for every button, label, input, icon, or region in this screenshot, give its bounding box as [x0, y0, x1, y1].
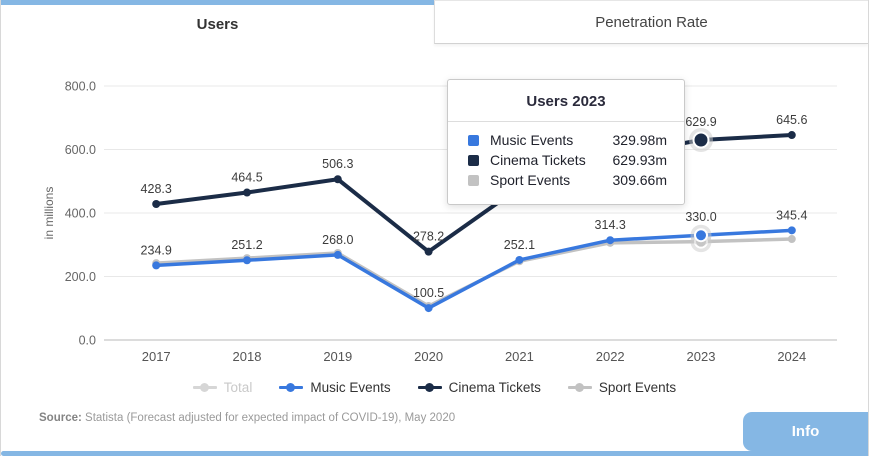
- y-axis-tick-label: 400.0: [65, 207, 96, 221]
- y-axis-tick-label: 600.0: [65, 143, 96, 157]
- tooltip-series-label: Cinema Tickets: [490, 152, 586, 168]
- legend-marker-icon: [567, 383, 592, 393]
- info-button-label: Info: [791, 423, 820, 440]
- tab-bar: Users Penetration Rate: [1, 0, 868, 44]
- data-point[interactable]: [787, 235, 796, 244]
- data-point[interactable]: [243, 188, 251, 197]
- data-label: 314.3: [595, 218, 626, 232]
- legend-item-music-events[interactable]: Music Events: [279, 380, 391, 395]
- data-label: 645.6: [776, 113, 807, 127]
- data-point[interactable]: [333, 250, 342, 259]
- source-prefix: Source:: [39, 412, 82, 424]
- data-label: 278.2: [413, 230, 444, 244]
- y-axis-tick-label: 800.0: [65, 80, 96, 94]
- legend-marker-icon: [417, 383, 442, 393]
- tooltip-series-value: 629.93m: [612, 152, 667, 168]
- legend-label: Cinema Tickets: [448, 380, 541, 395]
- info-button[interactable]: Info: [743, 412, 868, 451]
- data-label: 268.0: [322, 233, 353, 247]
- tab-penetration-rate-label: Penetration Rate: [595, 13, 708, 31]
- data-label: 330.0: [685, 210, 716, 224]
- accent-bottom-bar: [1, 451, 868, 456]
- data-point[interactable]: [243, 256, 251, 265]
- data-label: 629.9: [685, 115, 716, 129]
- x-axis-tick-label: 2020: [414, 349, 443, 364]
- data-label: 345.4: [776, 208, 807, 222]
- tab-users-label: Users: [196, 16, 239, 33]
- x-axis-tick-label: 2021: [505, 349, 534, 364]
- series-line: [154, 133, 794, 254]
- data-point[interactable]: [606, 236, 615, 245]
- data-label: 252.1: [504, 238, 535, 252]
- x-axis-tick-label: 2018: [233, 349, 262, 364]
- data-label: 251.2: [231, 238, 262, 252]
- y-axis-tick-label: 200.0: [65, 270, 96, 284]
- y-axis-tick-label: 0.0: [79, 334, 96, 348]
- legend-marker-icon: [192, 383, 217, 393]
- tab-penetration-rate[interactable]: Penetration Rate: [434, 0, 868, 44]
- data-point[interactable]: [787, 226, 796, 235]
- data-point[interactable]: [424, 304, 433, 313]
- legend-label: Music Events: [310, 380, 391, 395]
- legend-item-sport-events[interactable]: Sport Events: [567, 380, 677, 395]
- tooltip-series-label: Sport Events: [490, 172, 571, 188]
- legend-label: Total: [223, 380, 253, 395]
- data-point[interactable]: [152, 261, 161, 270]
- data-label: 234.9: [141, 243, 172, 257]
- x-axis-tick-label: 2023: [687, 349, 716, 364]
- tooltip-row: Music Events 329.98m: [468, 130, 667, 150]
- source-note: Source: Statista (Forecast adjusted for …: [39, 412, 455, 424]
- data-point-highlighted[interactable]: [694, 133, 708, 147]
- series-color-swatch: [468, 174, 479, 186]
- legend-item-cinema-tickets[interactable]: Cinema Tickets: [417, 380, 541, 395]
- tooltip-rows: Music Events 329.98m Cinema Tickets 629.…: [448, 122, 684, 190]
- legend-label: Sport Events: [598, 380, 677, 395]
- tooltip-title: Users 2023: [526, 93, 606, 110]
- x-axis-tick-label: 2017: [142, 349, 171, 364]
- tab-users[interactable]: Users: [1, 0, 434, 44]
- legend-item-total[interactable]: Total: [192, 380, 253, 395]
- data-point[interactable]: [152, 200, 161, 209]
- series-cinema-tickets: 428.3 464.5 506.3 278.2 629.9 645.6: [141, 113, 807, 256]
- x-axis-tick-label: 2022: [596, 349, 625, 364]
- source-text: Statista (Forecast adjusted for expected…: [81, 412, 456, 424]
- data-label: 506.3: [322, 157, 353, 171]
- x-axis-tick-label: 2019: [323, 349, 352, 364]
- data-label: 100.5: [413, 286, 444, 300]
- tooltip-row: Cinema Tickets 629.93m: [468, 150, 667, 170]
- series-color-swatch: [468, 154, 479, 166]
- data-label: 464.5: [231, 171, 262, 185]
- data-point[interactable]: [515, 255, 524, 264]
- data-point[interactable]: [787, 131, 796, 140]
- data-point-highlighted[interactable]: [696, 230, 706, 241]
- tooltip-series-value: 309.66m: [612, 172, 667, 188]
- chart-tooltip: Users 2023 Music Events 329.98m Cinema T…: [447, 79, 685, 205]
- data-point[interactable]: [424, 247, 433, 256]
- chart-legend: Total Music Events Cinema Tickets: [1, 380, 868, 395]
- legend-marker-icon: [279, 383, 304, 393]
- tooltip-series-label: Music Events: [490, 132, 574, 148]
- tooltip-divider: [448, 121, 684, 122]
- y-axis-title: in millions: [42, 187, 56, 240]
- data-label: 428.3: [141, 182, 172, 196]
- tooltip-series-value: 329.98m: [612, 132, 667, 148]
- series-color-swatch: [468, 134, 479, 146]
- series-line: [154, 228, 794, 310]
- tooltip-row: Sport Events 309.66m: [468, 170, 667, 190]
- series-music-events: 234.9 251.2 268.0 100.5 252.1 314.3 330.0 345.4: [141, 208, 807, 313]
- data-point[interactable]: [333, 175, 342, 184]
- x-axis-tick-label: 2024: [777, 349, 806, 364]
